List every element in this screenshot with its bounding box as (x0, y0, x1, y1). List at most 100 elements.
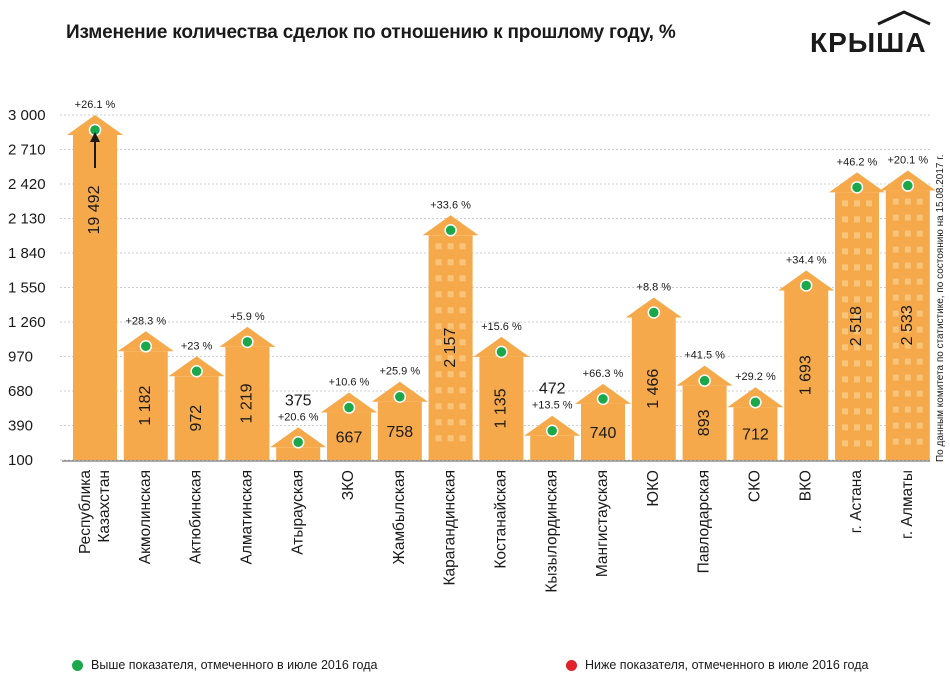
bar-body (225, 346, 270, 460)
y-tick-label: 1 550 (8, 280, 46, 297)
y-tick-label: 3 000 (8, 107, 46, 124)
bar-window (447, 275, 454, 282)
bar-window (904, 342, 911, 349)
category-label: г. Алматы (899, 470, 916, 539)
bar-window (459, 403, 466, 410)
bar-window (866, 232, 872, 239)
bar-window (854, 360, 860, 367)
value-label: 1 693 (797, 355, 814, 395)
change-label: +46.2 % (837, 156, 878, 168)
value-label: 2 157 (442, 328, 459, 368)
bar-window (842, 408, 848, 415)
change-marker-dot (545, 424, 559, 437)
bar-body (377, 401, 422, 460)
change-marker-dot (495, 345, 508, 359)
bar-window (842, 248, 848, 255)
bar-window (916, 198, 923, 205)
value-label: 712 (742, 427, 769, 444)
bar-window (866, 408, 872, 415)
bar-window (892, 406, 899, 413)
change-label: +13.5 % (532, 400, 573, 412)
bar-window (842, 344, 848, 351)
legend-label-above: Выше показателя, отмеченного в июле 2016… (91, 658, 378, 672)
bar-window (892, 390, 899, 397)
bar-window (854, 312, 860, 319)
bar-window (866, 440, 872, 447)
bar-window (459, 339, 466, 346)
value-label: 2 533 (899, 305, 916, 345)
svg-text:КРЫША: КРЫША (810, 27, 927, 58)
bar-window (435, 435, 442, 442)
change-label: +29.2 % (735, 371, 776, 383)
bar-window (904, 230, 911, 237)
bar-window (866, 360, 872, 367)
bar-window (866, 200, 872, 207)
bar-window (892, 246, 899, 253)
bar-window (892, 438, 899, 445)
change-marker-dot (393, 390, 407, 403)
overflow-arrow-icon (90, 132, 100, 142)
bar-window (866, 216, 872, 223)
bar-window (892, 294, 899, 301)
bar-body (784, 290, 829, 460)
bar-window (447, 419, 454, 426)
bar-window (916, 422, 923, 429)
bar-window (916, 294, 923, 301)
y-tick-label: 100 (8, 452, 33, 469)
bar-window (866, 264, 872, 271)
bar-window (842, 392, 848, 399)
bar-window (435, 387, 442, 394)
change-marker-dot (901, 179, 915, 192)
bar-window (854, 424, 860, 431)
bar-body (174, 376, 219, 460)
bar-window (904, 374, 911, 381)
change-label: +8.8 % (637, 281, 672, 293)
bar-window (892, 214, 899, 221)
bar-window (904, 326, 911, 333)
value-label: 1 219 (239, 383, 256, 423)
change-marker-dot (698, 374, 711, 387)
bar-window (435, 291, 442, 298)
change-label: +41.5 % (684, 350, 725, 362)
bar-window (854, 344, 860, 351)
bar-window (447, 291, 454, 298)
krysha-logo: КРЫША (810, 10, 931, 58)
bar-window (904, 198, 911, 205)
bar-window (842, 232, 848, 239)
y-tick-label: 2 710 (8, 142, 46, 159)
category-label: ЮКО (645, 470, 662, 507)
bar-window (459, 275, 466, 282)
value-label: 1 466 (645, 369, 662, 409)
change-label: +25.9 % (379, 366, 420, 378)
bar-window (854, 328, 860, 335)
bar-window (854, 392, 860, 399)
bar-window (842, 264, 848, 271)
bar-window (916, 406, 923, 413)
category-label: Актюбинская (188, 470, 205, 564)
change-label: +23 % (181, 340, 213, 352)
bar-window (892, 342, 899, 349)
source-note: По данным комитета по статистике, по сос… (935, 154, 946, 462)
bar-body (123, 351, 168, 460)
bar-window (842, 312, 848, 319)
bar-window (916, 246, 923, 253)
change-label: +34.4 % (786, 254, 827, 266)
bar-window (435, 259, 442, 266)
y-tick-label: 2 420 (8, 176, 46, 193)
bar-window (842, 440, 848, 447)
bar-window (854, 216, 860, 223)
bar-window (916, 278, 923, 285)
category-label: Павлодарская (696, 470, 713, 573)
bar-window (866, 312, 872, 319)
bar-window (459, 355, 466, 362)
bar-window (892, 310, 899, 317)
bar-window (916, 310, 923, 317)
bar-window (866, 424, 872, 431)
change-label: +20.1 % (887, 155, 928, 167)
change-label: +33.6 % (430, 199, 471, 211)
bar-window (904, 438, 911, 445)
bar-window (854, 376, 860, 383)
change-label: +20.6 % (278, 411, 319, 423)
bar-window (447, 323, 454, 330)
change-label: +66.3 % (583, 368, 624, 380)
